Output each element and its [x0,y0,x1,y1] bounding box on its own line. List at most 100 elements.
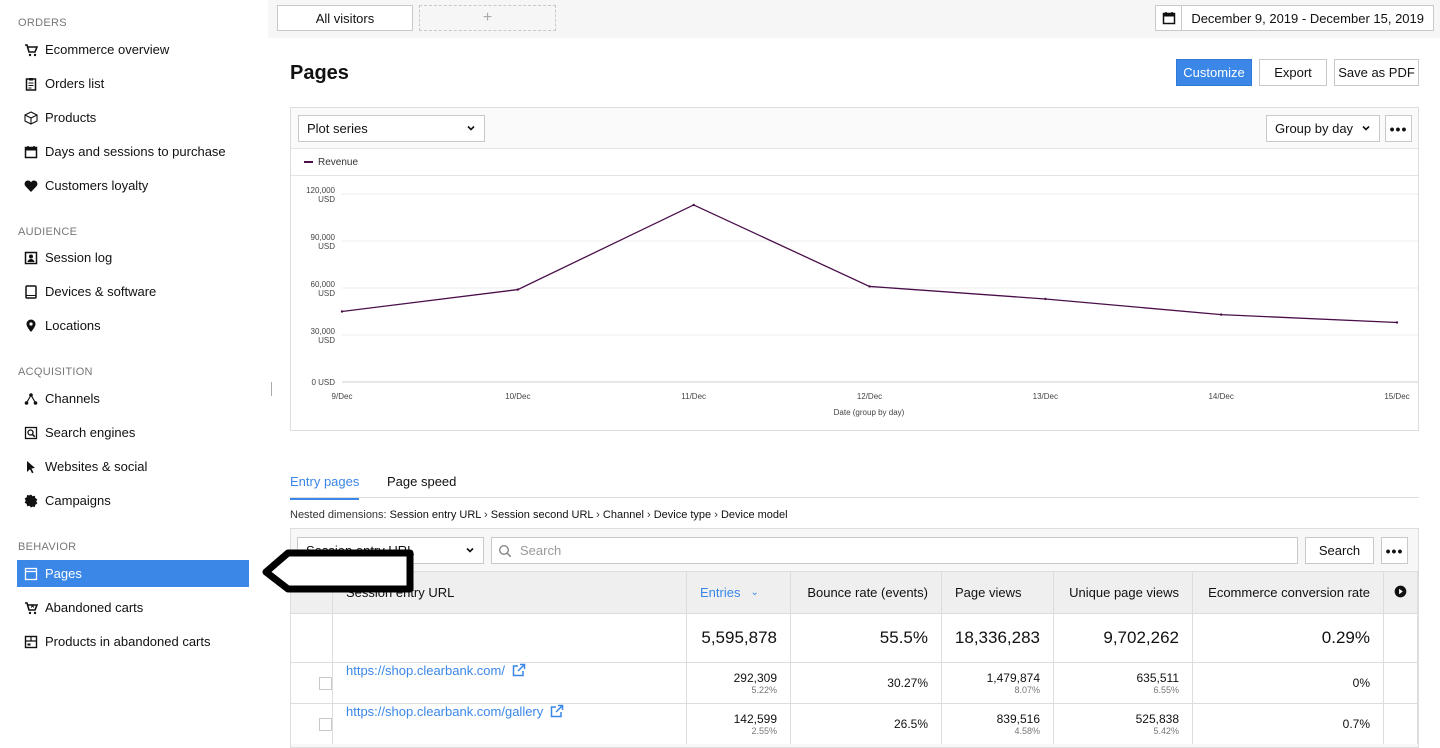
search-button[interactable]: Search [1305,537,1374,564]
table-row[interactable]: https://shop.clearbank.com/ 292,309 5.22%… [291,662,1418,703]
entries-value: 142,599 [733,712,777,726]
revenue-data-point [1395,321,1399,324]
column-header-views[interactable]: Page views [942,572,1054,613]
x-tick-label: 15/Dec [1384,392,1409,401]
total-bounce: 55.5% [791,614,942,662]
chevron-down-icon [465,543,475,558]
column-picker-icon [1394,585,1407,601]
sidebar-item-label: Pages [45,566,82,581]
row-checkbox-cell [291,663,333,703]
sidebar-item-channels[interactable]: Channels [17,385,249,412]
column-header-conversion[interactable]: Ecommerce conversion rate [1193,572,1384,613]
revenue-data-point [868,285,871,288]
save-pdf-button[interactable]: Save as PDF [1334,59,1419,86]
sidebar-item-days-sessions[interactable]: Days and sessions to purchase [17,138,249,165]
revenue-data-point [692,203,695,207]
table-more-button[interactable]: ••• [1381,537,1408,564]
box-icon [24,110,38,125]
cart-x-icon [24,601,38,615]
url-link[interactable]: https://shop.clearbank.com/gallery [346,704,544,719]
segment-selector[interactable]: All visitors [277,5,413,31]
column-header-unique[interactable]: Unique page views [1054,572,1193,613]
external-link-icon[interactable] [512,663,526,677]
sidebar-item-label: Abandoned carts [45,600,144,615]
nested-dim[interactable]: Session second URL [490,509,594,521]
sort-desc-icon: ⌄ [750,587,759,598]
sidebar-item-campaigns[interactable]: Campaigns [17,487,249,514]
table-panel: Session entry URL Search Search ••• Sess… [290,528,1419,748]
user-card-icon [24,251,38,265]
sidebar-item-label: Campaigns [45,493,111,508]
total-unique: 9,702,262 [1054,614,1193,662]
column-header-bounce[interactable]: Bounce rate (events) [791,572,942,613]
sidebar-item-search-engines[interactable]: Search engines [17,419,249,446]
annotation-arrow [262,549,414,593]
revenue-data-point [1044,297,1047,301]
sidebar-item-pages[interactable]: Pages [17,560,249,587]
y-tick-label: 30,000 USD [311,327,336,345]
sidebar-item-abandoned-carts[interactable]: Abandoned carts [17,594,249,621]
row-checkbox[interactable] [319,676,332,690]
sidebar-item-websites-social[interactable]: Websites & social [17,453,249,480]
sidebar-item-label: Orders list [45,76,105,91]
date-range-picker[interactable]: December 9, 2019 - December 15, 2019 [1155,5,1434,31]
nested-dim[interactable]: Channel [602,509,644,521]
y-tick-label: 60,000 USD [311,280,336,298]
plot-series-select[interactable]: Plot series [298,115,485,142]
plot-series-label: Plot series [307,121,368,136]
nested-sep: › [646,509,651,521]
table-header-row: Session entry URL Entries ⌄ Bounce rate … [291,571,1418,613]
table-search-input[interactable]: Search [491,537,1298,564]
views-cell: 839,516 4.58% [942,704,1054,744]
chart-toolbar: Plot series Group by day ••• [291,108,1418,149]
unique-percent: 6.55% [1153,685,1179,695]
x-tick-label: 9/Dec [332,392,353,401]
sidebar-resize-handle[interactable] [271,382,272,396]
revenue-data-point [516,288,520,291]
legend-label[interactable]: Revenue [318,156,359,168]
sidebar-item-label: Channels [45,391,100,406]
table-row[interactable]: https://shop.clearbank.com/gallery 142,5… [291,703,1418,744]
customize-button[interactable]: Customize [1176,59,1252,86]
x-axis-label: Date (group by day) [834,408,905,417]
group-by-select[interactable]: Group by day [1266,115,1380,142]
nested-dim[interactable]: Device model [720,509,788,521]
sidebar-item-ecommerce-overview[interactable]: Ecommerce overview [17,36,249,63]
sidebar-item-devices-software[interactable]: Devices & software [17,278,249,305]
chart-legend: Revenue [291,149,1418,176]
sidebar-item-label: Session log [45,250,113,265]
nested-dimensions: Nested dimensions: Session entry URL › S… [290,509,788,521]
table-totals-row: 5,595,878 55.5% 18,336,283 9,702,262 0.2… [291,613,1418,662]
nested-sep: › [596,509,600,521]
entries-value: 292,309 [733,671,777,685]
sidebar-item-label: Products [45,110,97,125]
nested-dim[interactable]: Session entry URL [389,509,481,521]
external-link-icon[interactable] [550,704,564,718]
sidebar-item-products[interactable]: Products [17,104,249,131]
date-range-label: December 9, 2019 - December 15, 2019 [1191,10,1424,26]
tab-page-speed[interactable]: Page speed [387,474,457,489]
search-placeholder: Search [520,543,562,558]
url-link[interactable]: https://shop.clearbank.com/ [346,663,505,678]
unique-value: 525,838 [1135,712,1179,726]
views-percent: 8.07% [1014,685,1040,695]
export-button[interactable]: Export [1259,59,1327,86]
tab-entry-pages[interactable]: Entry pages [290,474,360,500]
chart-more-button[interactable]: ••• [1385,115,1412,142]
sidebar-item-session-log[interactable]: Session log [17,244,249,271]
nested-dim[interactable]: Device type [653,509,712,521]
row-checkbox[interactable] [319,717,332,731]
y-tick-label: 0 USD [311,378,335,387]
column-picker-cell[interactable] [1384,572,1418,613]
url-cell: https://shop.clearbank.com/gallery [333,704,687,744]
heart-icon [24,179,38,193]
sidebar-item-customers-loyalty[interactable]: Customers loyalty [17,172,249,199]
sidebar-item-locations[interactable]: Locations [17,312,249,339]
column-header-entries[interactable]: Entries ⌄ [687,572,791,613]
conversion-value: 0% [1352,676,1370,690]
add-segment-button[interactable]: + [419,5,556,31]
row-checkbox-cell [291,704,333,744]
sidebar-item-orders-list[interactable]: Orders list [17,70,249,97]
sidebar-item-products-abandoned[interactable]: Products in abandoned carts [17,628,249,655]
revenue-data-point [1219,313,1223,316]
